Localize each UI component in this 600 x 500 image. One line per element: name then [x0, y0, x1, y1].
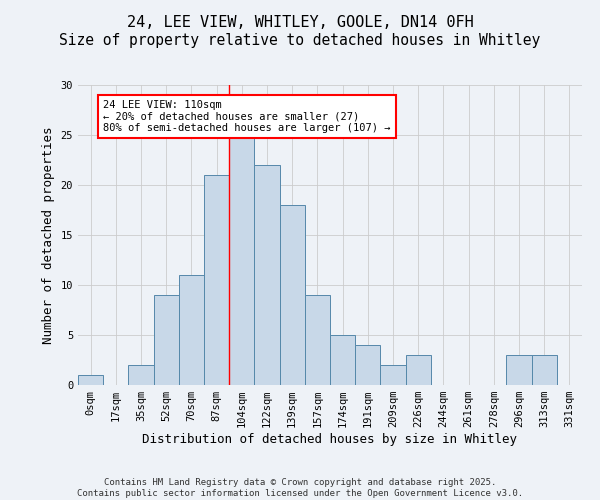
Bar	[305, 295, 330, 385]
Bar	[78, 375, 103, 385]
Bar	[154, 295, 179, 385]
Bar	[280, 205, 305, 385]
Bar	[330, 335, 355, 385]
Bar	[229, 135, 254, 385]
Bar	[380, 365, 406, 385]
Bar	[355, 345, 380, 385]
Text: Contains HM Land Registry data © Crown copyright and database right 2025.
Contai: Contains HM Land Registry data © Crown c…	[77, 478, 523, 498]
Bar	[532, 355, 557, 385]
Text: Size of property relative to detached houses in Whitley: Size of property relative to detached ho…	[59, 32, 541, 48]
Bar	[128, 365, 154, 385]
X-axis label: Distribution of detached houses by size in Whitley: Distribution of detached houses by size …	[143, 433, 517, 446]
Bar	[179, 275, 204, 385]
Text: 24, LEE VIEW, WHITLEY, GOOLE, DN14 0FH: 24, LEE VIEW, WHITLEY, GOOLE, DN14 0FH	[127, 15, 473, 30]
Bar	[406, 355, 431, 385]
Text: 24 LEE VIEW: 110sqm
← 20% of detached houses are smaller (27)
80% of semi-detach: 24 LEE VIEW: 110sqm ← 20% of detached ho…	[103, 100, 391, 133]
Bar	[204, 175, 229, 385]
Bar	[506, 355, 532, 385]
Bar	[254, 165, 280, 385]
Y-axis label: Number of detached properties: Number of detached properties	[42, 126, 55, 344]
